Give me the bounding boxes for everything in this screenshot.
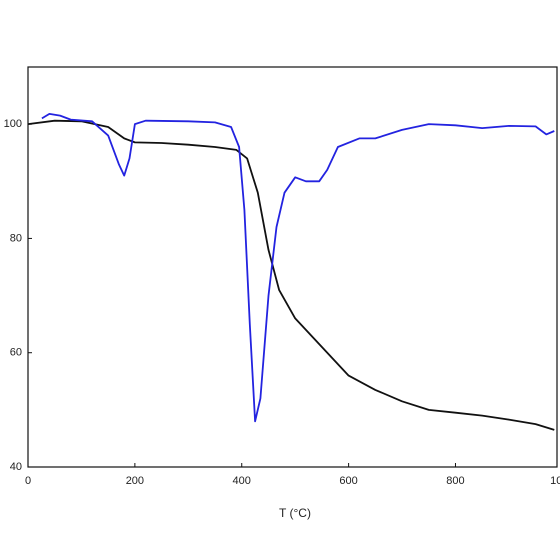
y-tick-label: 100 (4, 118, 22, 130)
data-line (41, 113, 555, 423)
x-tick-label: 200 (126, 475, 144, 487)
y-tick-label: 80 (10, 232, 22, 244)
x-tick-label: 0 (25, 475, 31, 487)
y-tick-label: 40 (10, 461, 22, 473)
y-tick-label: 60 (10, 347, 22, 359)
x-tick-label: 600 (339, 475, 357, 487)
plot-frame (27, 66, 558, 468)
x-tick-label: 1000 (550, 475, 560, 487)
data-line (27, 119, 555, 431)
x-tick-label: 800 (446, 475, 464, 487)
x-tick-label: 400 (233, 475, 251, 487)
x-axis-label: T (°C) (279, 506, 311, 520)
